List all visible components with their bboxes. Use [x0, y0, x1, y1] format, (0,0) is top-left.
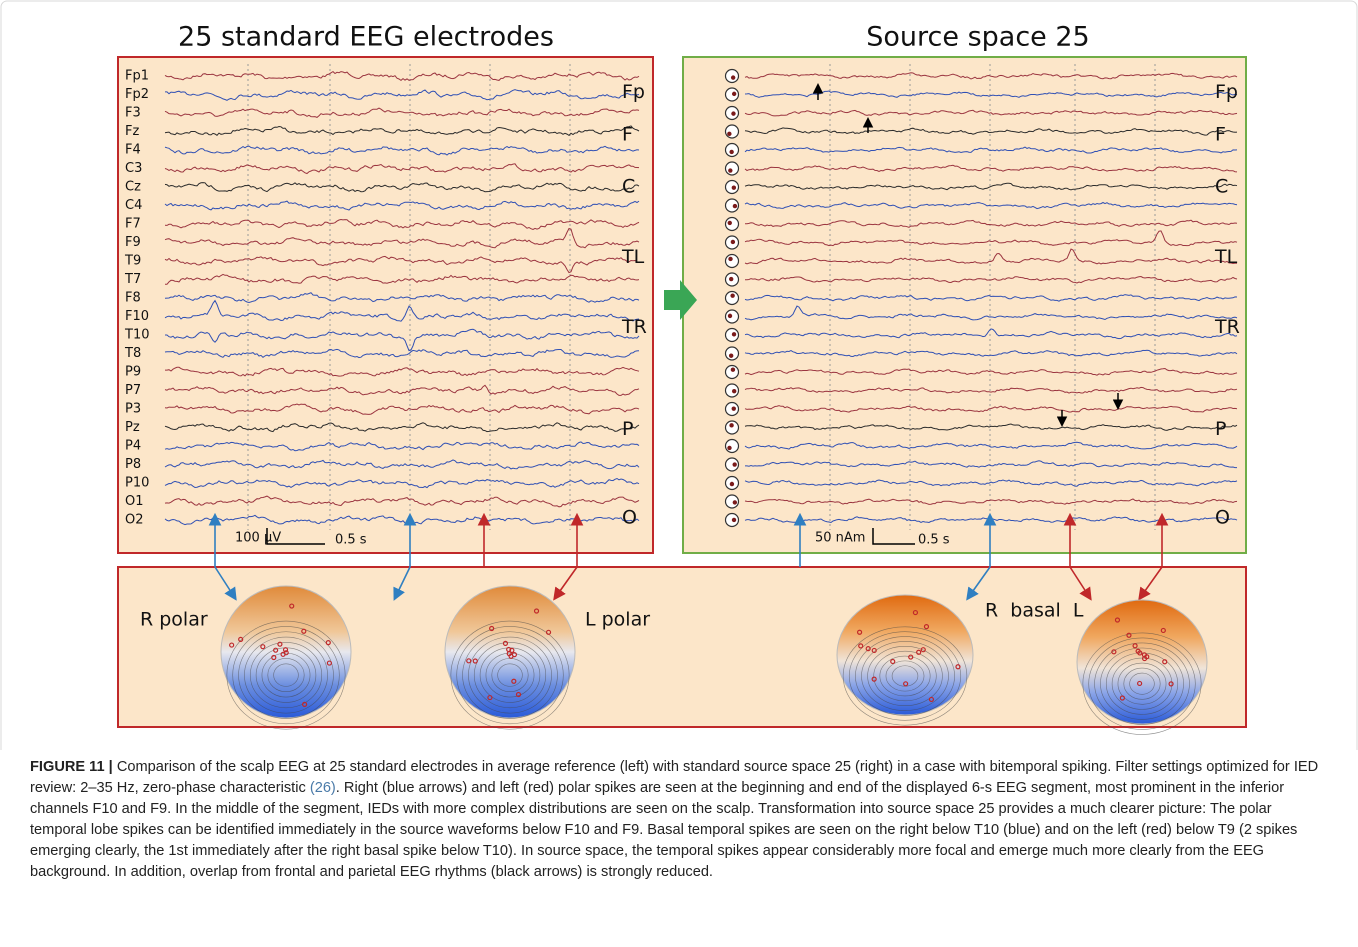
channel-label: T9: [124, 254, 141, 269]
head-dot: [731, 75, 735, 79]
channel-label: P7: [125, 383, 141, 398]
map-label: R basal L: [985, 600, 1084, 622]
figure: 25 standard EEG electrodes Source space …: [0, 0, 1358, 947]
channel-label: F3: [125, 106, 141, 121]
group-label: O: [1215, 507, 1230, 529]
head-icon: [726, 162, 739, 175]
head-dot: [729, 150, 733, 154]
head-dot: [732, 92, 736, 96]
group-label: TL: [621, 246, 645, 268]
channel-label: T8: [124, 346, 141, 361]
group-label: TR: [1214, 316, 1240, 338]
head-icon: [726, 292, 739, 305]
group-label: C: [622, 176, 635, 198]
channel-label: Fz: [125, 124, 139, 139]
channel-label: Fp2: [125, 87, 149, 102]
head-dot: [732, 518, 736, 522]
head-dot: [732, 462, 736, 466]
head-dot: [731, 240, 735, 244]
head-dot: [729, 277, 733, 281]
caption-reference[interactable]: (26): [310, 780, 336, 796]
caption: FIGURE 11 | Comparison of the scalp EEG …: [30, 757, 1330, 883]
amplitude-scale: 50 nAm: [815, 531, 865, 546]
channel-label: F7: [125, 217, 141, 232]
head-dot: [733, 204, 737, 208]
head-dot: [729, 423, 733, 427]
figure-graphic: 25 standard EEG electrodes Source space …: [0, 0, 1358, 750]
channel-label: P4: [125, 439, 141, 454]
channel-label: T10: [124, 328, 149, 343]
channel-label: P8: [125, 457, 141, 472]
head-dot: [728, 168, 732, 172]
head-icon: [726, 218, 739, 231]
group-label: F: [1215, 124, 1226, 146]
channel-label: Pz: [125, 420, 140, 435]
head-icon: [726, 384, 739, 397]
group-label: TL: [1214, 246, 1238, 268]
head-dot: [728, 314, 732, 318]
channel-label: P3: [125, 402, 141, 417]
head-icon: [726, 125, 739, 138]
head-dot: [727, 132, 731, 136]
head-icon: [726, 255, 739, 268]
caption-label: FIGURE 11 |: [30, 759, 113, 775]
group-label: O: [622, 507, 637, 529]
head-icon: [726, 347, 739, 360]
channel-label: T7: [124, 272, 141, 287]
head-icon: [726, 440, 739, 453]
head-dot: [732, 332, 736, 336]
scalp-map: [837, 595, 973, 715]
channel-label: C4: [125, 198, 142, 213]
group-label: P: [1215, 418, 1226, 440]
head-dot: [731, 111, 735, 115]
group-label: F: [622, 124, 633, 146]
head-dot: [728, 221, 732, 225]
panel-title: Source space 25: [866, 22, 1089, 53]
group-label: C: [1215, 176, 1228, 198]
scalp-map: [1077, 600, 1207, 724]
channel-label: O2: [125, 513, 144, 528]
channel-label: P9: [125, 365, 141, 380]
head-dot: [732, 186, 736, 190]
head-dot: [728, 257, 732, 261]
head-dot: [730, 293, 734, 297]
head-dot: [727, 446, 731, 450]
panel-title: 25 standard EEG electrodes: [178, 22, 554, 53]
channel-label: P10: [125, 476, 149, 491]
group-label: TR: [621, 316, 647, 338]
head-dot: [733, 500, 737, 504]
channel-label: F8: [125, 291, 141, 306]
channel-label: Fp1: [125, 69, 149, 84]
group-label: Fp: [1215, 81, 1238, 103]
channel-label: Cz: [125, 180, 141, 195]
channel-label: O1: [125, 494, 144, 509]
head-dot: [731, 367, 735, 371]
head-dot: [732, 389, 736, 393]
head-dot: [729, 354, 733, 358]
head-icon: [726, 88, 739, 101]
channel-label: F9: [125, 235, 141, 250]
channel-label: F4: [125, 143, 141, 158]
group-label: P: [622, 418, 633, 440]
channel-label: F10: [125, 309, 149, 324]
map-label: L polar: [585, 609, 650, 631]
head-icon: [726, 421, 739, 434]
group-label: Fp: [622, 81, 645, 103]
map-label: R polar: [140, 609, 208, 631]
time-scale: 0.5 s: [918, 533, 950, 548]
head-icon: [726, 366, 739, 379]
head-dot: [730, 482, 734, 486]
time-scale: 0.5 s: [335, 533, 367, 548]
channel-label: C3: [125, 161, 142, 176]
head-dot: [732, 406, 736, 410]
